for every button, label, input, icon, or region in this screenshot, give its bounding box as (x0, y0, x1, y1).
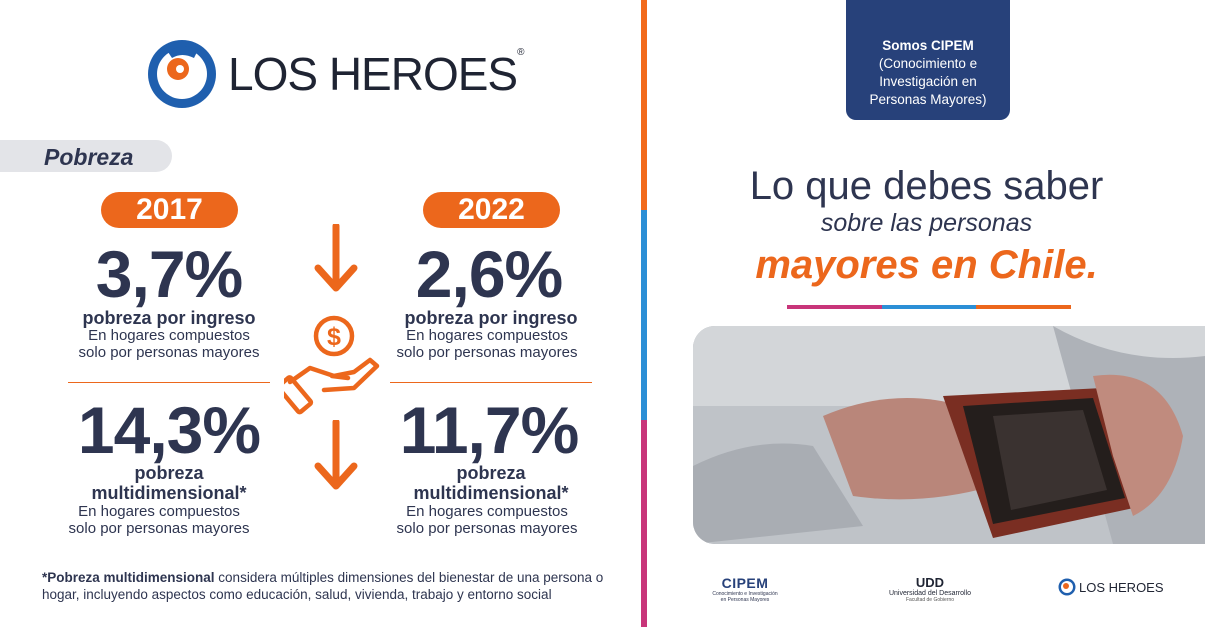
los-heroes-logo-icon (1058, 578, 1076, 596)
down-arrow-icon (314, 224, 358, 292)
year-badge-right: 2022 (423, 192, 560, 228)
stat-sub: En hogares compuestos (406, 503, 568, 520)
stat-value: 11,7% (399, 393, 580, 467)
down-arrow-icon (314, 420, 358, 490)
stat-sub: solo por personas mayores (78, 344, 260, 361)
section-pill: Pobreza (0, 140, 172, 172)
year-badge-left: 2017 (101, 192, 238, 228)
partner-cipem: CIPEM Conocimiento e Investigación en Pe… (712, 575, 778, 603)
left-panel: LOS HEROES® Pobreza 2017 2022 3,7% pobre… (0, 38, 604, 602)
stat-label: multidimensional* (413, 483, 569, 503)
section-label: Pobreza (44, 144, 134, 170)
headline-line-3: mayores en Chile. (755, 243, 1098, 287)
los-heroes-logo-icon (148, 40, 216, 108)
stat-sub: En hogares compuestos (78, 503, 240, 520)
stat-label: pobreza por ingreso (82, 308, 256, 328)
partner-udd: UDD Universidad del Desarrollo Facultad … (888, 575, 972, 603)
photo-illustration (693, 326, 1205, 544)
headline-line-2: sobre las personas (820, 209, 1033, 237)
footnote: *Pobreza multidimensional considera múlt… (42, 570, 604, 602)
stat-value: 3,7% (95, 237, 243, 311)
tricolor-underline (787, 305, 1072, 309)
photo-hands-wallet (693, 326, 1205, 544)
tricolor-divider (641, 0, 647, 627)
brand-name: LOS HEROES® (228, 47, 525, 100)
right-panel: Somos CIPEM (Conocimiento e Investigació… (648, 0, 1205, 627)
stat-label: pobreza (456, 463, 526, 483)
divider-line (390, 382, 592, 383)
stat-label: pobreza (134, 463, 204, 483)
headline-line-1: Lo que debes saber (749, 164, 1104, 208)
stat-sub: solo por personas mayores (396, 344, 578, 361)
partner-los-heroes: LOS HEROES (1058, 578, 1168, 596)
divider-line (68, 382, 270, 383)
brand-logo: LOS HEROES® (146, 38, 525, 110)
stat-value: 2,6% (415, 237, 563, 311)
stat-label: pobreza por ingreso (404, 308, 578, 328)
stat-label: multidimensional* (91, 483, 247, 503)
cipem-badge: Somos CIPEM (Conocimiento e Investigació… (846, 0, 1010, 120)
stat-value: 14,3% (77, 393, 261, 467)
stat-sub: En hogares compuestos (88, 327, 250, 344)
stat-sub: solo por personas mayores (68, 520, 250, 537)
hand-coin-icon: $ (284, 315, 380, 415)
stat-sub: solo por personas mayores (396, 520, 578, 537)
stat-sub: En hogares compuestos (406, 327, 568, 344)
svg-text:$: $ (327, 323, 341, 351)
